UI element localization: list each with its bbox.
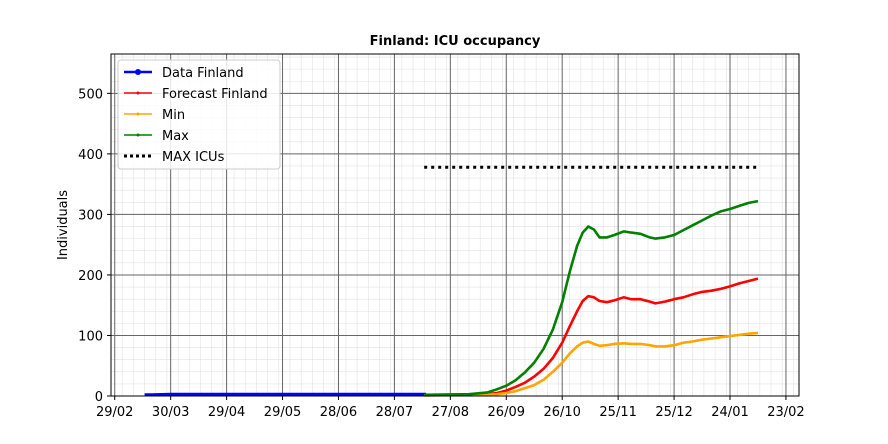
series-layer xyxy=(144,165,759,397)
x-tick-label: 25/11 xyxy=(599,405,636,420)
chart-title: Finland: ICU occupancy xyxy=(370,34,541,49)
series-line-data-finland xyxy=(144,392,427,397)
y-tick-label: 0 xyxy=(95,390,103,405)
x-tick-label: 29/02 xyxy=(96,405,133,420)
y-tick-label: 400 xyxy=(78,148,103,163)
legend-marker-data-finland xyxy=(135,69,141,75)
x-tick-label: 30/03 xyxy=(152,405,189,420)
x-tick-label: 29/04 xyxy=(208,405,245,420)
x-tick-label: 23/02 xyxy=(767,405,804,420)
legend-marker-min xyxy=(136,112,140,116)
x-tick-label: 27/08 xyxy=(432,405,469,420)
legend-label-max-icus: MAX ICUs xyxy=(162,150,225,165)
y-tick-label: 200 xyxy=(78,269,103,284)
x-tick-label: 25/12 xyxy=(655,405,692,420)
legend-label-min: Min xyxy=(162,108,185,123)
y-tick-label: 300 xyxy=(78,208,103,223)
legend: Data Finland Forecast Finland Min Max MAX IC… xyxy=(117,59,281,170)
x-tick-label: 29/05 xyxy=(264,405,301,420)
legend-label-max: Max xyxy=(162,129,189,144)
plot-frame xyxy=(110,53,800,397)
legend-marker-max xyxy=(136,133,140,137)
y-tick-label: 500 xyxy=(78,87,103,102)
legend-box xyxy=(117,59,281,170)
x-tick-label: 24/01 xyxy=(711,405,748,420)
legend-label-forecast-finland: Forecast Finland xyxy=(162,87,268,102)
series-line-max xyxy=(424,199,759,397)
series-line-forecast-finland xyxy=(424,277,759,397)
legend-marker-forecast-finland xyxy=(136,91,140,95)
major-gridlines xyxy=(111,54,799,397)
series-line-min xyxy=(424,331,759,397)
legend-label-data-finland: Data Finland xyxy=(162,66,244,81)
x-tick-label: 28/06 xyxy=(320,405,357,420)
axis-ticks: 29/02 30/03 29/04 29/05 28/06 28/07 27/08 26/09… xyxy=(78,87,805,420)
y-tick-label: 100 xyxy=(78,329,103,344)
x-tick-label: 28/07 xyxy=(376,405,413,420)
y-axis-label: Individuals xyxy=(56,190,71,260)
x-tick-label: 26/10 xyxy=(543,405,580,420)
x-tick-label: 26/09 xyxy=(488,405,525,420)
